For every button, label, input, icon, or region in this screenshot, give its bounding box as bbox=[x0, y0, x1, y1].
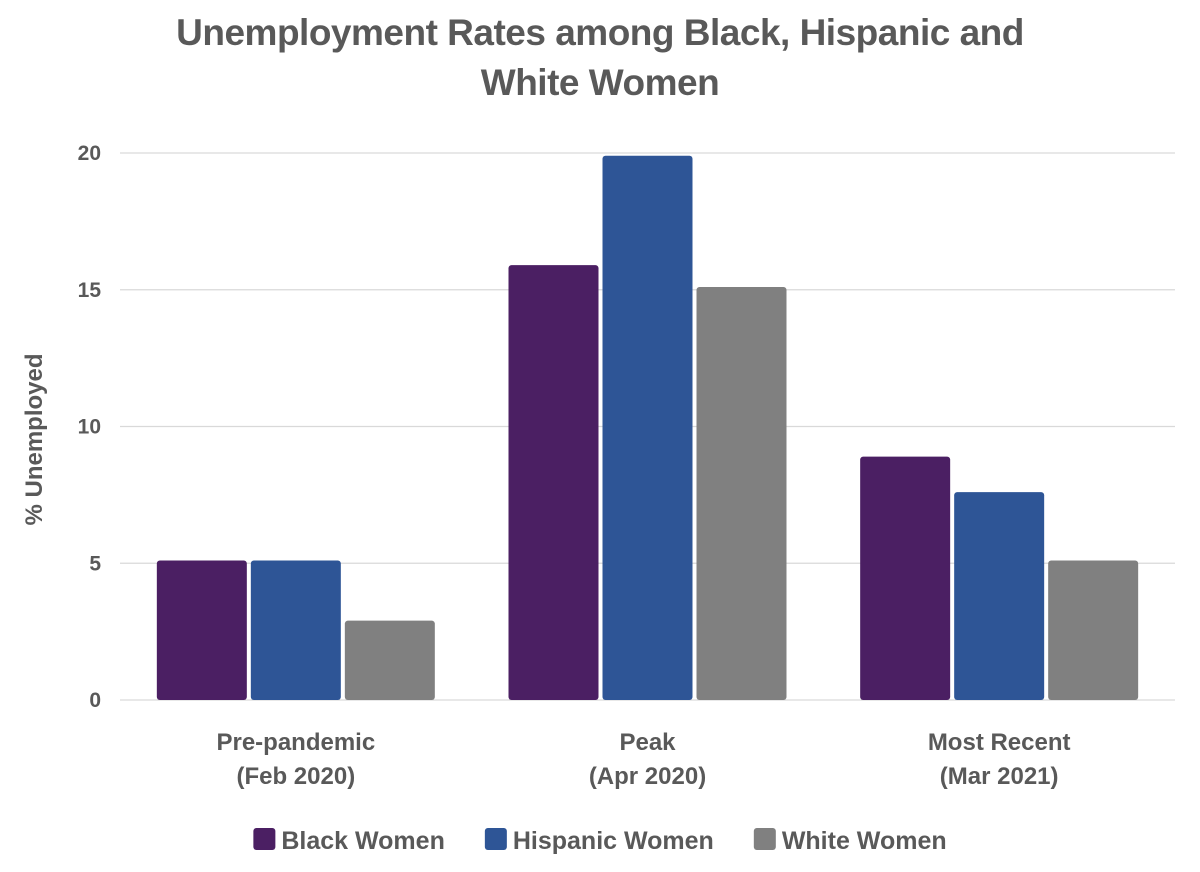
chart-title-line-1: Unemployment Rates among Black, Hispanic… bbox=[176, 12, 1024, 53]
legend-swatch-white-women bbox=[753, 828, 776, 850]
chart-title: Unemployment Rates among Black, Hispanic… bbox=[0, 8, 1200, 108]
y-tick-label: 15 bbox=[78, 279, 102, 302]
axes: 0 5 10 15 20 % Unemployed Pre-pandemic (Feb 202… bbox=[21, 142, 1071, 790]
y-tick-label: 0 bbox=[89, 689, 101, 712]
legend-swatch-hispanic-women bbox=[484, 828, 507, 850]
bar-black-women-0 bbox=[156, 560, 247, 700]
x-category-label: Pre-pandemic bbox=[216, 729, 375, 756]
chart-title-line-2: White Women bbox=[480, 62, 720, 103]
x-category-label: (Feb 2020) bbox=[236, 763, 355, 790]
y-tick-label: 5 bbox=[89, 552, 101, 575]
bar-hispanic-women-2 bbox=[954, 492, 1045, 700]
legend-label: White Women bbox=[782, 827, 947, 855]
x-category-label: Most Recent bbox=[928, 729, 1071, 756]
legend-swatch-black-women bbox=[253, 828, 276, 850]
x-category-label: (Apr 2020) bbox=[589, 763, 706, 790]
bar-black-women-2 bbox=[860, 456, 951, 700]
bar-white-women-2 bbox=[1048, 560, 1139, 700]
y-axis-title: % Unemployed bbox=[21, 353, 48, 525]
legend-label: Black Women bbox=[281, 827, 444, 855]
bar-white-women-0 bbox=[344, 620, 435, 700]
legend: Black Women Hispanic Women White Women bbox=[253, 827, 947, 855]
bar-hispanic-women-0 bbox=[250, 560, 341, 700]
x-category-label: Peak bbox=[619, 729, 676, 756]
bar-white-women-1 bbox=[696, 287, 787, 700]
y-tick-label: 20 bbox=[78, 142, 101, 165]
bars bbox=[156, 155, 1139, 701]
bar-hispanic-women-1 bbox=[602, 155, 693, 701]
bar-black-women-1 bbox=[508, 265, 599, 700]
x-category-label: (Mar 2021) bbox=[940, 763, 1059, 790]
y-tick-label: 10 bbox=[78, 416, 101, 439]
legend-label: Hispanic Women bbox=[513, 827, 714, 855]
